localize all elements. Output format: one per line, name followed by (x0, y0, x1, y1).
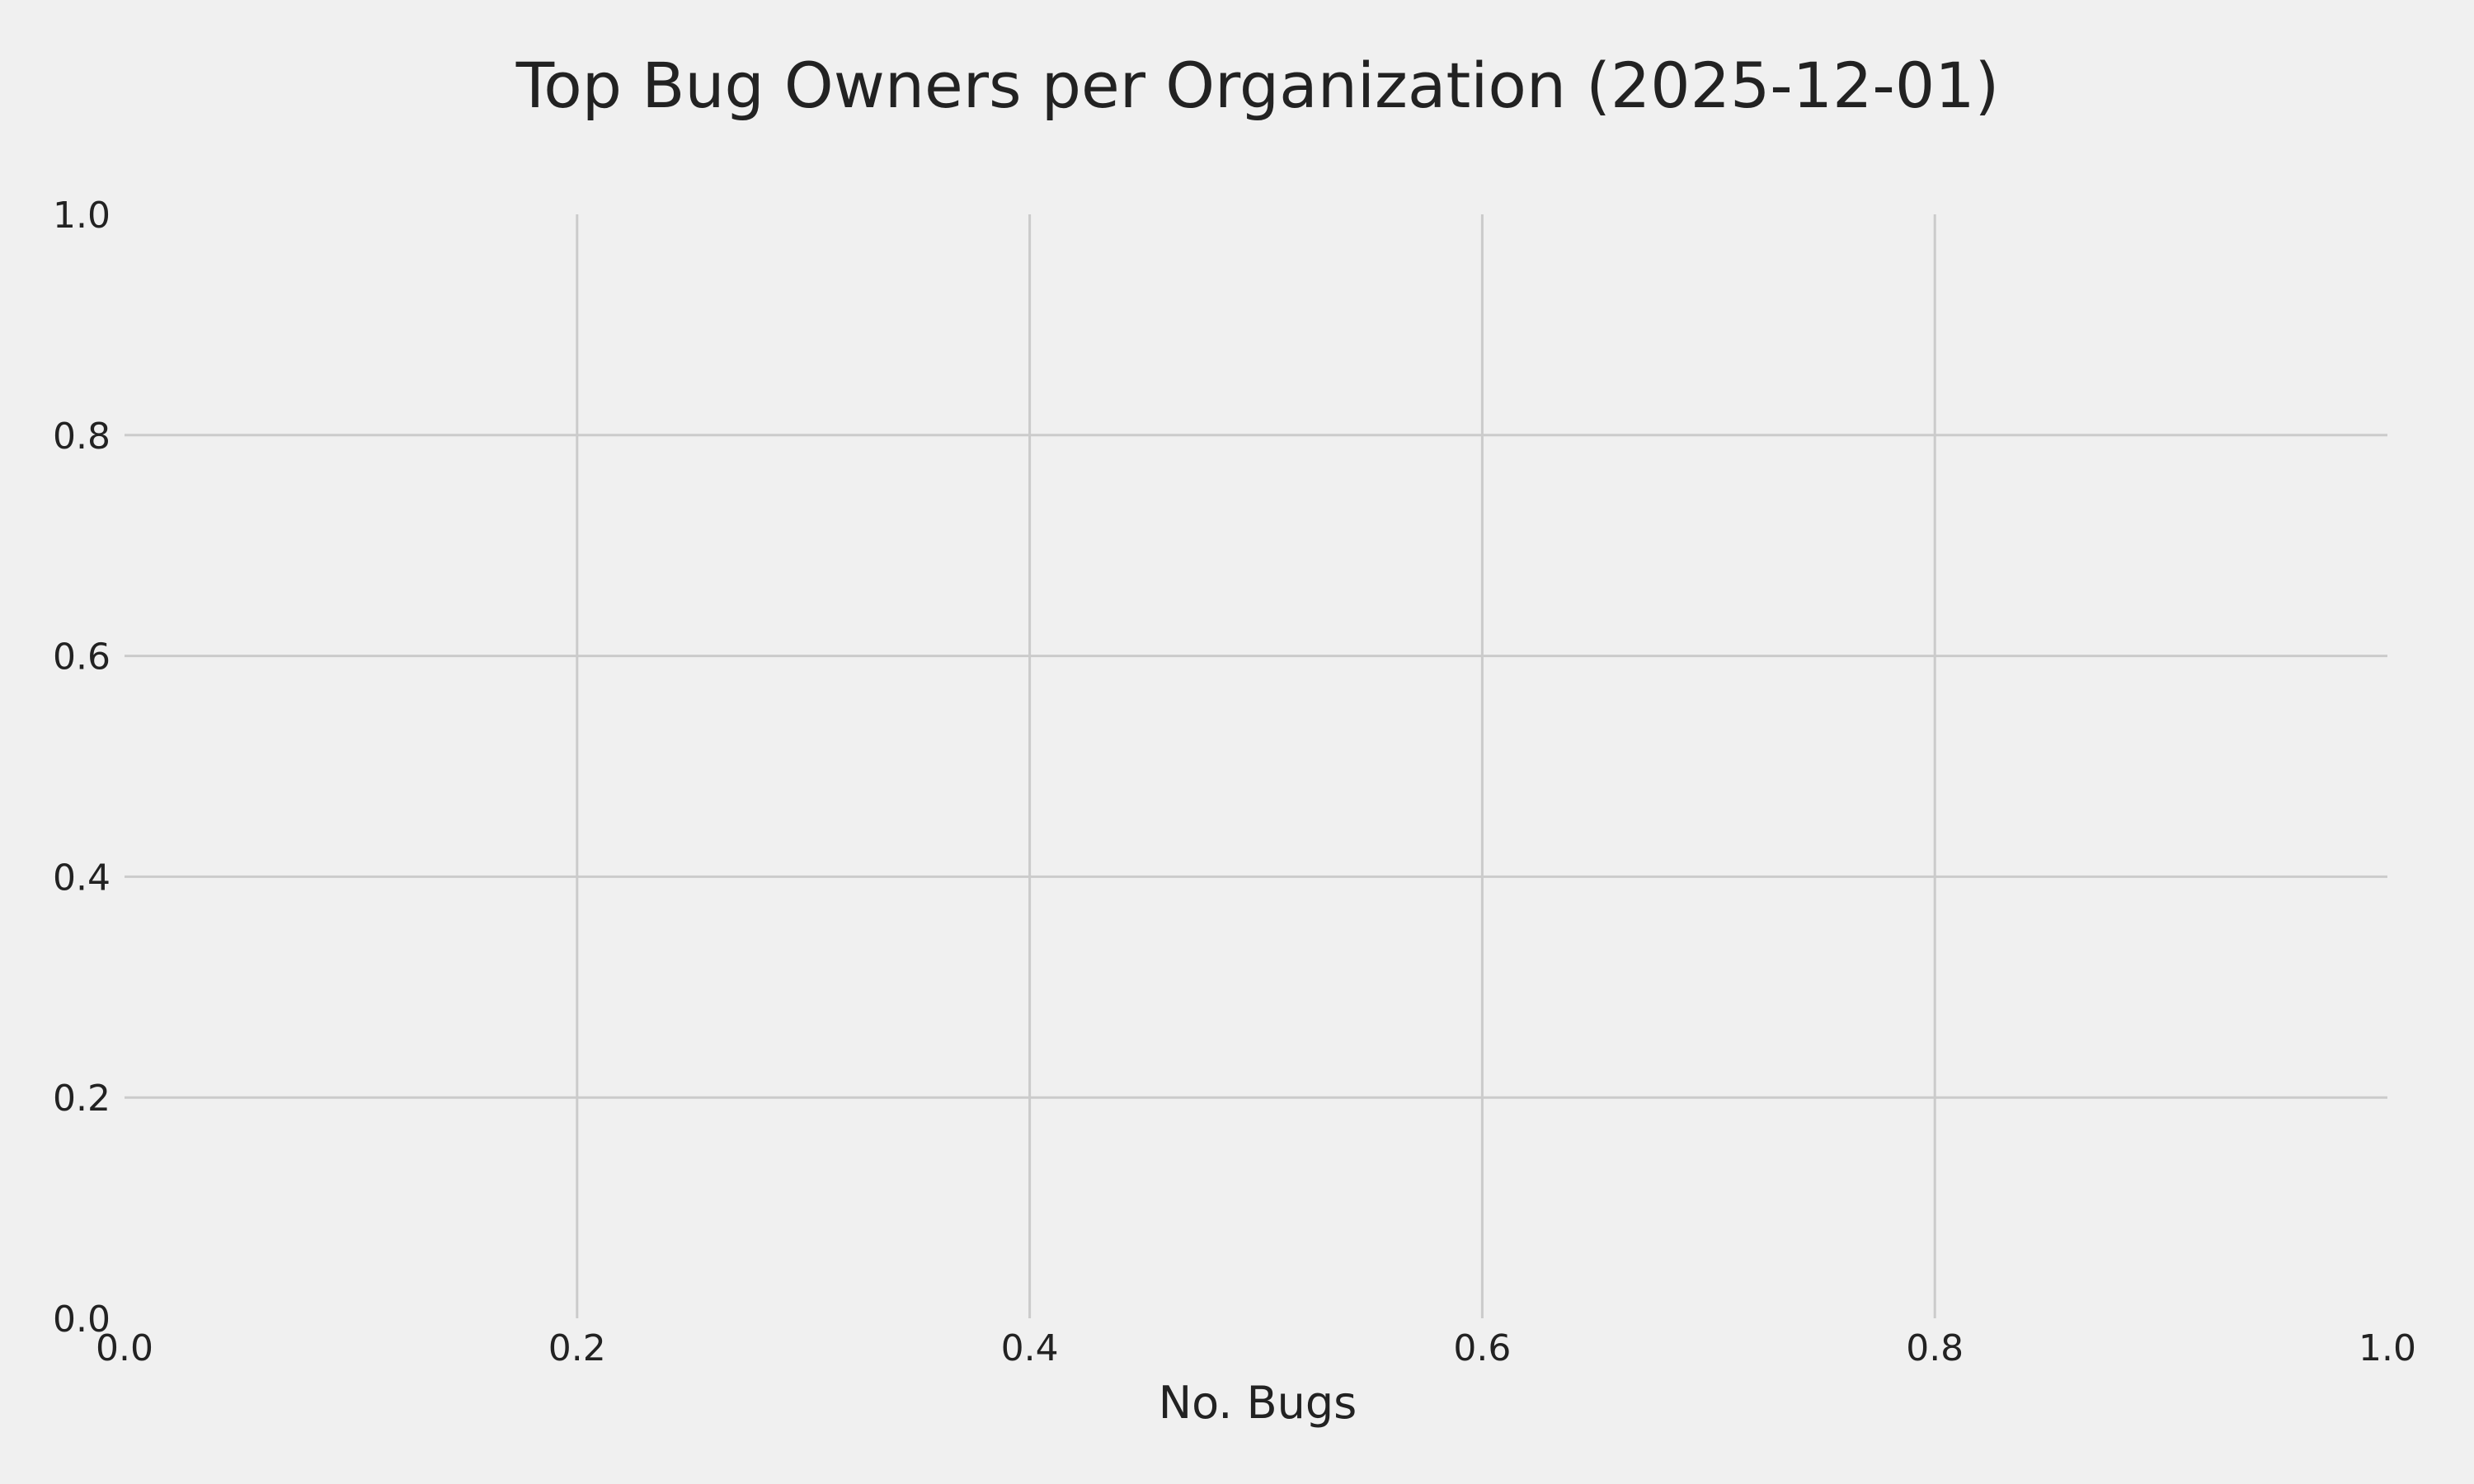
x-axis-ticks: 0.0 0.2 0.4 0.6 0.8 1.0 (96, 1327, 2416, 1369)
x-axis-label: No. Bugs (1159, 1377, 1357, 1429)
y-tick-label: 1.0 (53, 195, 111, 237)
y-tick-label: 0.4 (53, 857, 111, 899)
x-tick-label: 0.8 (1906, 1327, 1964, 1369)
y-tick-label: 0.2 (53, 1078, 111, 1120)
x-tick-label: 0.4 (1001, 1327, 1059, 1369)
x-tick-label: 0.2 (548, 1327, 606, 1369)
y-axis-ticks: 0.0 0.2 0.4 0.6 0.8 1.0 (53, 195, 111, 1341)
y-tick-label: 0.8 (53, 416, 111, 458)
x-tick-label: 0.6 (1453, 1327, 1511, 1369)
chart-title: Top Bug Owners per Organization (2025-12… (515, 49, 1999, 122)
x-tick-label: 0.0 (96, 1327, 153, 1369)
grid (125, 214, 2387, 1318)
y-tick-label: 0.6 (53, 636, 111, 679)
y-tick-label: 0.0 (53, 1298, 111, 1341)
x-tick-label: 1.0 (2359, 1327, 2416, 1369)
